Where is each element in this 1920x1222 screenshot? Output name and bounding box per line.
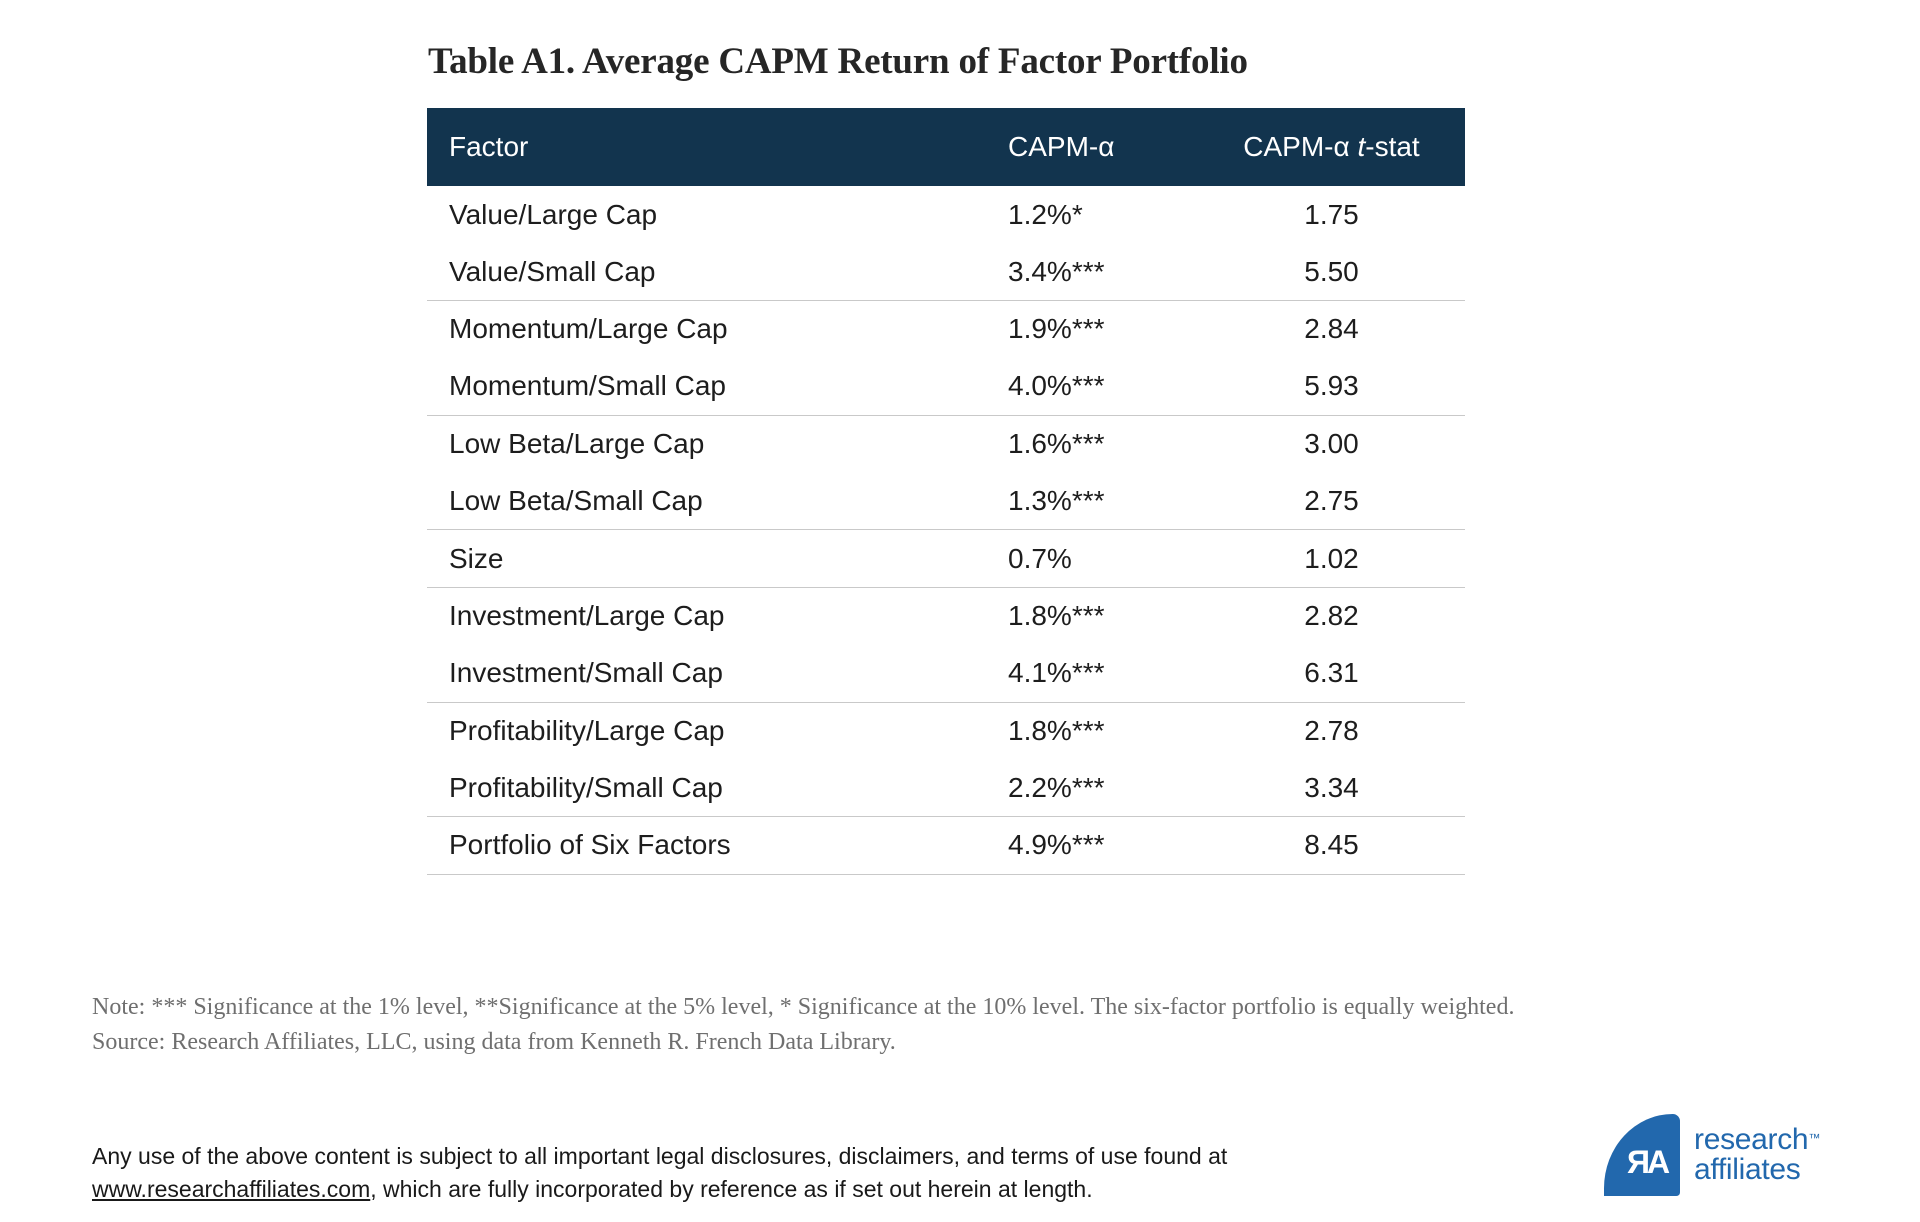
- significance-note: Note: *** Significance at the 1% level, …: [92, 994, 1515, 1020]
- table-body: Value/Large Cap 1.2%* 1.75 Value/Small Cap 3…: [427, 186, 1465, 875]
- header-capm-alpha: CAPM-α: [1008, 131, 1115, 162]
- disclaimer-text-2: , which are fully incorporated by refere…: [370, 1176, 1093, 1202]
- factor-cell: Investment/Large Cap: [449, 600, 725, 632]
- capm-alpha-cell: 4.0%***: [1008, 370, 1105, 402]
- table-row: Momentum/Large Cap 1.9%*** 2.84: [427, 301, 1465, 358]
- table-row: Profitability/Small Cap 2.2%*** 3.34: [427, 760, 1465, 818]
- footnotes: Note: *** Significance at the 1% level, …: [92, 990, 1792, 1060]
- header-capm-alpha-tstat: CAPM-α t-stat: [1198, 131, 1465, 163]
- tstat-cell: 5.50: [1304, 255, 1359, 287]
- factor-cell: Size: [449, 542, 504, 574]
- factor-cell: Momentum/Large Cap: [449, 313, 728, 345]
- tstat-cell: 5.93: [1304, 370, 1359, 402]
- tstat-cell: 3.00: [1304, 428, 1359, 460]
- factor-cell: Low Beta/Small Cap: [449, 485, 703, 517]
- capm-alpha-cell: 3.4%***: [1008, 255, 1105, 287]
- table-header-row: Factor CAPM-α CAPM-α t-stat: [427, 108, 1465, 186]
- capm-alpha-cell: 4.9%***: [1008, 829, 1105, 861]
- table-row: Value/Large Cap 1.2%* 1.75: [427, 186, 1465, 243]
- tstat-cell: 6.31: [1304, 657, 1359, 689]
- tstat-cell: 1.02: [1304, 542, 1359, 574]
- capm-alpha-cell: 1.6%***: [1008, 428, 1105, 460]
- capm-alpha-cell: 1.3%***: [1008, 485, 1105, 517]
- table-row: Investment/Small Cap 4.1%*** 6.31: [427, 645, 1465, 703]
- tstat-cell: 2.84: [1304, 313, 1359, 345]
- capm-alpha-cell: 0.7%: [1008, 542, 1072, 574]
- ra-logo-icon: ЯA: [1604, 1114, 1680, 1196]
- trademark-symbol: ™: [1808, 1131, 1821, 1145]
- logo-wordmark: research™ affiliates: [1694, 1125, 1820, 1185]
- ra-monogram: ЯA: [1626, 1144, 1670, 1180]
- logo-line-affiliates: affiliates: [1694, 1153, 1801, 1186]
- tstat-cell: 2.78: [1304, 715, 1359, 747]
- table-row: Size 0.7% 1.02: [427, 530, 1465, 588]
- capm-alpha-cell: 4.1%***: [1008, 657, 1105, 689]
- capm-alpha-cell: 1.8%***: [1008, 600, 1105, 632]
- table-row: Value/Small Cap 3.4%*** 5.50: [427, 243, 1465, 301]
- header-tstat-italic-t: t: [1357, 131, 1366, 162]
- table-row: Low Beta/Small Cap 1.3%*** 2.75: [427, 473, 1465, 531]
- capm-alpha-cell: 1.2%*: [1008, 198, 1083, 230]
- factor-cell: Value/Large Cap: [449, 198, 658, 230]
- table-row: Portfolio of Six Factors 4.9%*** 8.45: [427, 817, 1465, 875]
- factor-cell: Profitability/Large Cap: [449, 715, 725, 747]
- disclaimer-text-1: Any use of the above content is subject …: [92, 1143, 1228, 1169]
- tstat-cell: 3.34: [1304, 772, 1359, 804]
- factor-cell: Profitability/Small Cap: [449, 772, 723, 804]
- logo-line-research: research™: [1694, 1123, 1821, 1156]
- capm-alpha-cell: 1.8%***: [1008, 715, 1105, 747]
- table-row: Investment/Large Cap 1.8%*** 2.82: [427, 588, 1465, 645]
- factor-cell: Momentum/Small Cap: [449, 370, 726, 402]
- table-row: Profitability/Large Cap 1.8%*** 2.78: [427, 703, 1465, 760]
- header-tstat-suffix: -stat: [1365, 131, 1420, 162]
- factor-cell: Low Beta/Large Cap: [449, 428, 705, 460]
- table-title: Table A1. Average CAPM Return of Factor …: [428, 41, 1248, 82]
- header-factor: Factor: [449, 131, 529, 162]
- factor-cell: Value/Small Cap: [449, 255, 656, 287]
- tstat-cell: 1.75: [1304, 198, 1359, 230]
- table-row: Momentum/Small Cap 4.0%*** 5.93: [427, 358, 1465, 416]
- source-note: Source: Research Affiliates, LLC, using …: [92, 1029, 896, 1055]
- legal-disclaimer: Any use of the above content is subject …: [92, 1140, 1292, 1206]
- table-row: Low Beta/Large Cap 1.6%*** 3.00: [427, 416, 1465, 473]
- capm-alpha-cell: 1.9%***: [1008, 313, 1105, 345]
- header-tstat-prefix: CAPM-α: [1243, 131, 1358, 162]
- tstat-cell: 2.82: [1304, 600, 1359, 632]
- tstat-cell: 8.45: [1304, 829, 1359, 861]
- capm-return-table: Factor CAPM-α CAPM-α t-stat Value/Large …: [427, 108, 1465, 875]
- researchaffiliates-link[interactable]: www.researchaffiliates.com: [92, 1176, 371, 1202]
- research-affiliates-logo: ЯA research™ affiliates: [1604, 1114, 1820, 1196]
- tstat-cell: 2.75: [1304, 485, 1359, 517]
- factor-cell: Investment/Small Cap: [449, 657, 723, 689]
- capm-alpha-cell: 2.2%***: [1008, 772, 1105, 804]
- factor-cell: Portfolio of Six Factors: [449, 829, 731, 861]
